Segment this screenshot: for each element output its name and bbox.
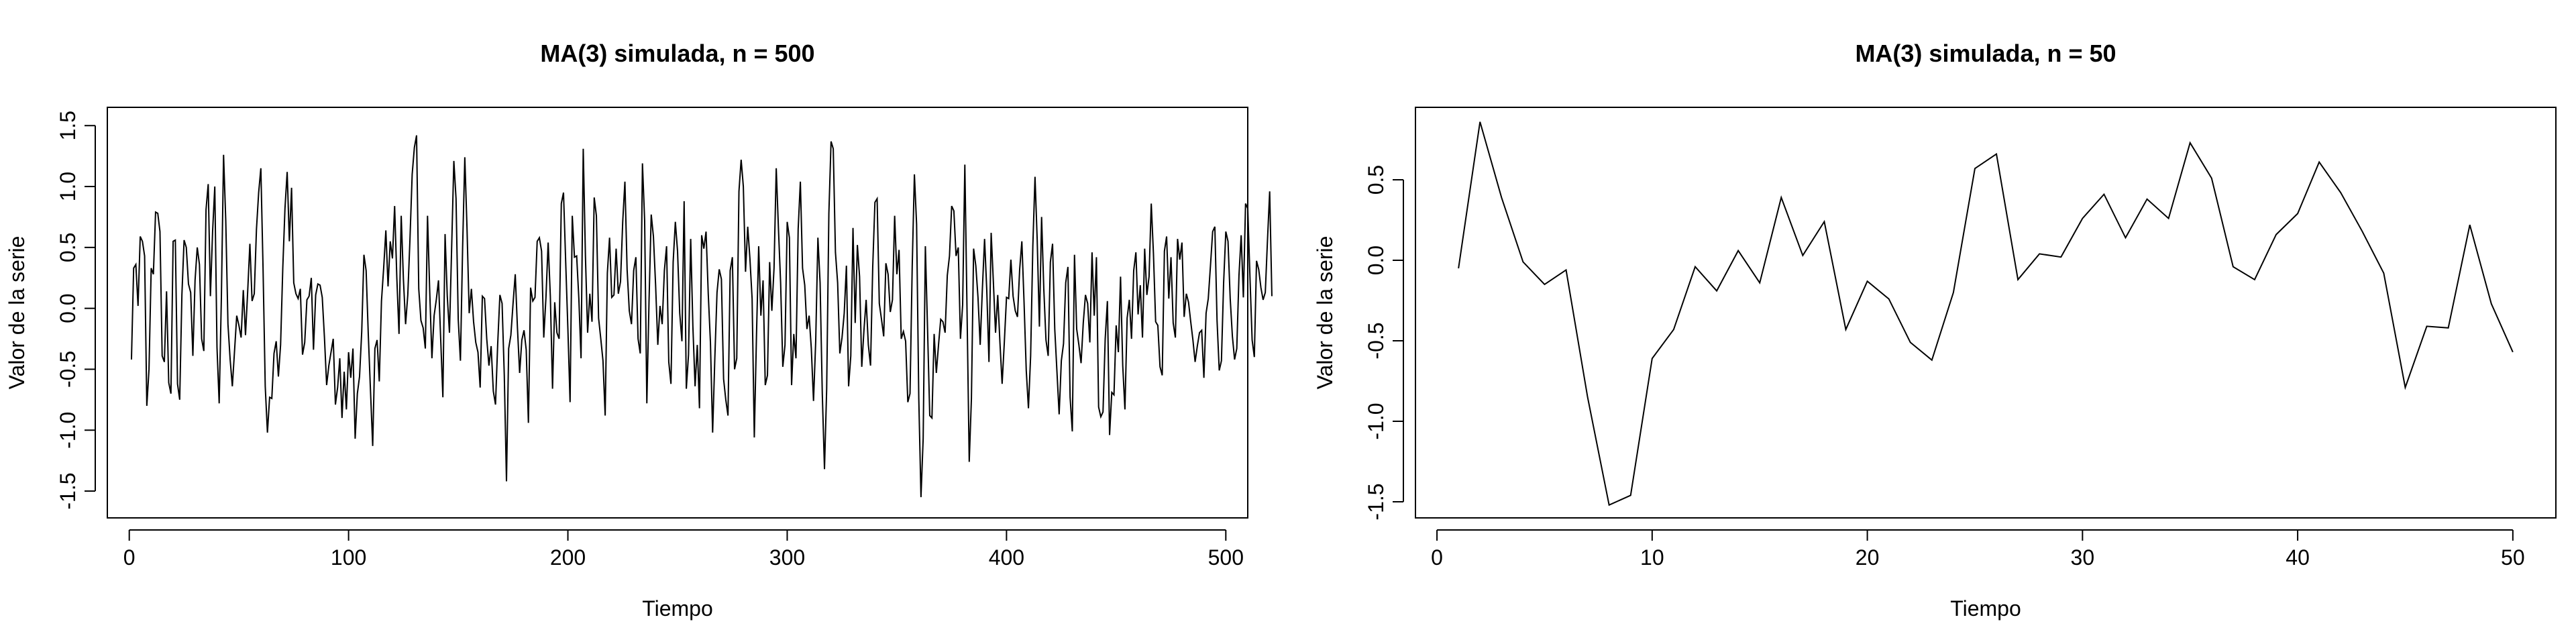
x-tick-label: 30	[2071, 545, 2095, 570]
y-axis-label: Valor de la serie	[1313, 236, 1337, 390]
x-tick-label: 100	[331, 545, 366, 570]
x-tick-label: 10	[1640, 545, 1664, 570]
y-axis: -1.5 -1.0 -0.5 0.0 0.5 1.0 1.5	[56, 111, 96, 510]
y-tick-label: 0.0	[1364, 246, 1388, 275]
y-tick-label: 0.5	[1364, 165, 1388, 195]
x-tick-label: 300	[769, 545, 805, 570]
chart-panel-ma3-50: MA(3) simulada, n = 50 0 10 20 30 40 50 -1.5-…	[1313, 40, 2557, 621]
x-tick-label: 20	[1856, 545, 1880, 570]
chart-title: MA(3) simulada, n = 50	[1855, 40, 2116, 67]
x-tick-label: 50	[2501, 545, 2525, 570]
x-tick-label: 200	[550, 545, 586, 570]
y-tick-label: -1.0	[56, 412, 80, 449]
y-tick-label: -1.0	[1364, 402, 1388, 439]
y-tick-label: 1.0	[56, 172, 80, 201]
y-tick-label: -1.5	[1364, 483, 1388, 520]
y-tick-label: 0.0	[56, 293, 80, 323]
x-tick-label: 500	[1208, 545, 1244, 570]
plot-frame	[1415, 107, 2557, 519]
x-axis-label: Tiempo	[1950, 596, 2021, 621]
chart-title: MA(3) simulada, n = 500	[540, 40, 814, 67]
x-axis: 0 100 200 300 400 500	[123, 529, 1244, 570]
y-tick-label: -0.5	[56, 351, 80, 388]
plot-frame	[107, 107, 1248, 519]
chart-panel-ma3-500: MA(3) simulada, n = 500 0 100 200 300 400 500…	[5, 40, 1273, 621]
y-axis: -1.5 -1.0 -0.5 0.0 0.5	[1364, 165, 1404, 521]
y-tick-label: 0.5	[56, 233, 80, 262]
x-tick-label: 40	[2286, 545, 2310, 570]
y-tick-label: -1.5	[56, 472, 80, 509]
series-line	[130, 135, 1273, 498]
y-tick-label: 1.5	[56, 111, 80, 140]
y-tick-label: -0.5	[1364, 322, 1388, 359]
x-axis: 0 10 20 30 40 50	[1431, 529, 2525, 570]
series-line	[1458, 121, 2514, 506]
y-axis-label: Valor de la serie	[5, 236, 29, 390]
x-axis-label: Tiempo	[642, 596, 713, 621]
x-tick-label: 400	[989, 545, 1024, 570]
x-tick-label: 0	[1431, 545, 1443, 570]
x-tick-label: 0	[123, 545, 136, 570]
